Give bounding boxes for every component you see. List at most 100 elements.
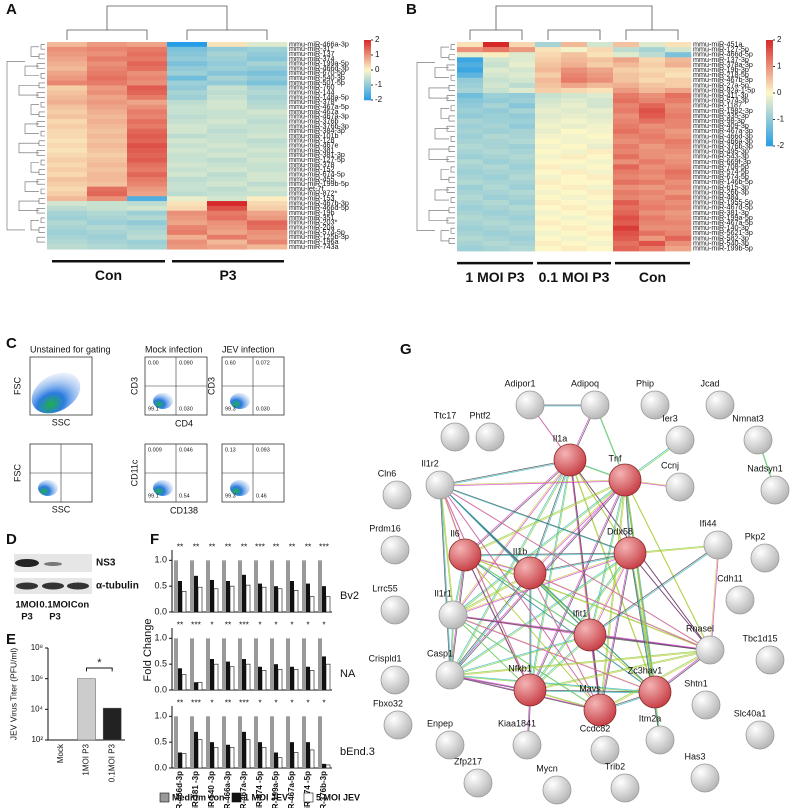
band — [16, 582, 38, 590]
dendrogram — [469, 29, 523, 40]
dendrogram — [450, 44, 455, 50]
colorbar — [766, 132, 773, 136]
heatmap-cell — [561, 118, 588, 124]
heatmap-cell — [509, 52, 536, 58]
dendrogram — [38, 140, 45, 146]
row-label: mmu-miR-1982-3p — [693, 106, 753, 115]
heatmap-cell — [639, 184, 666, 191]
heatmap-cell — [47, 143, 88, 149]
heatmap-cell — [509, 240, 536, 247]
colorbar — [364, 41, 371, 44]
heatmap-cell — [561, 144, 588, 150]
heatmap-cell — [167, 205, 208, 211]
heatmap-cell — [587, 72, 614, 78]
dendrogram — [434, 67, 449, 78]
heatmap-cell — [167, 114, 208, 120]
heatmap-cell — [167, 95, 208, 101]
heatmap-cell — [561, 225, 588, 231]
network-node — [590, 735, 620, 765]
heatmap-cell — [509, 195, 536, 201]
dendrogram — [24, 65, 39, 77]
heatmap-cell — [639, 77, 666, 84]
heatmap-cell — [483, 103, 510, 109]
significance: *** — [319, 541, 330, 551]
heatmap-cell — [167, 229, 208, 236]
heatmap-cell — [47, 123, 88, 130]
colorbar — [364, 49, 371, 51]
dendrogram — [38, 227, 45, 233]
heatmap-cell — [561, 215, 588, 221]
heatmap-cell — [587, 138, 614, 145]
heatmap-cell — [87, 70, 128, 77]
heatmap-cell — [247, 109, 288, 115]
heatmap-cell — [561, 98, 588, 104]
heatmap-cell — [535, 57, 562, 63]
heatmap-cell — [247, 90, 288, 96]
heatmap-cell — [247, 176, 288, 183]
heatmap-cell — [483, 118, 510, 124]
heatmap-cell — [47, 167, 88, 173]
heatmap-cell — [535, 200, 562, 206]
heatmap-cell — [509, 118, 536, 124]
bar — [226, 581, 230, 612]
heatmap-cell — [613, 159, 640, 165]
heatmap-cell — [47, 220, 88, 226]
heatmap-cell — [47, 201, 88, 207]
colorbar-tick-label: -2 — [777, 141, 785, 150]
colorbar — [766, 122, 773, 126]
significance: *** — [255, 541, 266, 551]
colorbar — [364, 47, 371, 50]
heatmap-cell — [457, 52, 484, 58]
colorbar — [364, 74, 371, 77]
x-tick-label: miR-467a-5p — [287, 771, 296, 808]
heatmap-cell — [587, 220, 614, 226]
heatmap-cell — [509, 138, 536, 145]
row-label: mmu-miR-101b — [289, 131, 339, 140]
bar — [277, 757, 283, 769]
dendrogram — [30, 220, 39, 231]
bar — [274, 752, 278, 768]
network-node — [580, 390, 610, 420]
y-axis-label: JEV Virus Titer (PFU/ml) — [8, 648, 18, 741]
network-node — [755, 645, 785, 675]
network-edge — [630, 553, 712, 652]
dendrogram — [440, 46, 449, 58]
heatmap-cell — [87, 196, 128, 202]
heatmap-cell — [207, 225, 248, 231]
heatmap-cell — [587, 154, 614, 160]
bar — [258, 666, 262, 690]
heatmap-cell — [639, 149, 666, 155]
bar — [238, 638, 242, 690]
heatmap-cell — [535, 77, 562, 84]
network-edge — [710, 545, 720, 652]
row-label: mmu-miR-128 — [289, 136, 335, 145]
dendrogram — [38, 169, 45, 175]
node-label: Adipoq — [571, 378, 599, 388]
node-label: Il1r1 — [434, 588, 452, 598]
bar — [178, 668, 182, 690]
heatmap-cell — [457, 57, 484, 63]
heatmap-cell — [483, 93, 510, 99]
bar — [274, 664, 278, 690]
heatmap-cell — [483, 235, 510, 242]
heatmap-cell — [247, 181, 288, 187]
dendrogram — [38, 53, 45, 60]
heatmap-cell — [613, 57, 640, 63]
heatmap-cell — [665, 240, 692, 247]
heatmap-cell — [167, 244, 208, 250]
heatmap-cell — [561, 164, 588, 170]
x-tick-label: miR-674 -5p — [303, 771, 312, 808]
heatmap-cell — [457, 200, 484, 206]
heatmap-cell — [167, 225, 208, 231]
colorbar — [364, 71, 371, 74]
heatmap-cell — [509, 184, 536, 191]
heatmap-cell — [167, 210, 208, 216]
network-node — [435, 660, 465, 690]
bar — [194, 575, 198, 612]
heatmap-cell — [127, 181, 168, 187]
heatmap-cell — [167, 191, 208, 197]
significance: *** — [191, 697, 202, 707]
heatmap-cell — [127, 80, 168, 86]
significance: * — [306, 697, 310, 707]
bar — [254, 716, 258, 768]
